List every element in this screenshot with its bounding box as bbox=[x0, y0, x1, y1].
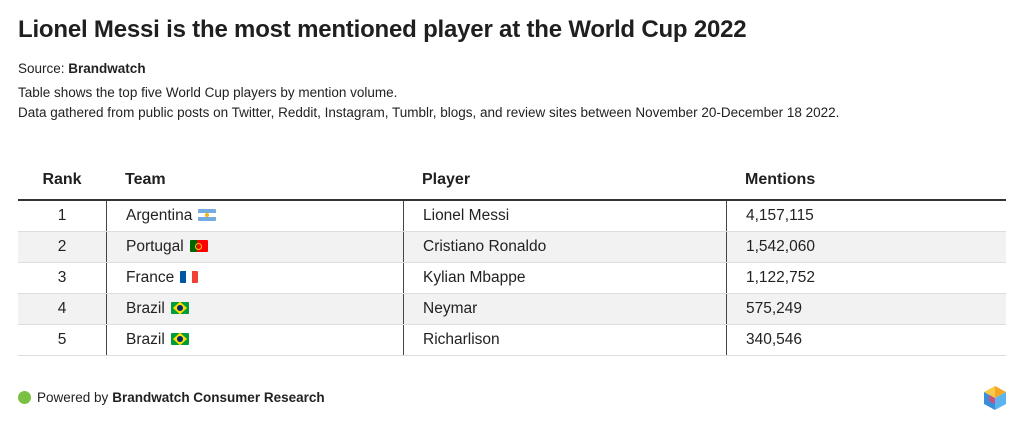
player-cell: Cristiano Ronaldo bbox=[403, 231, 727, 263]
column-header-mentions-label: Mentions bbox=[745, 171, 816, 188]
rank-cell: 1 bbox=[18, 200, 107, 232]
player-name: Kylian Mbappe bbox=[423, 269, 526, 286]
column-header-rank-label: Rank bbox=[42, 171, 82, 188]
description-line-1: Table shows the top five World Cup playe… bbox=[18, 85, 398, 100]
table-body: 1 Argentina Lionel Messi 4,157,115 2 Portugal… bbox=[18, 200, 1006, 356]
mentions-value: 1,542,060 bbox=[746, 238, 815, 255]
player-cell: Lionel Messi bbox=[403, 200, 727, 232]
column-header-rank: Rank bbox=[18, 161, 107, 201]
column-header-mentions: Mentions bbox=[726, 161, 1006, 201]
column-header-player: Player bbox=[403, 161, 727, 201]
team-name: Argentina bbox=[126, 207, 193, 224]
team-cell: France bbox=[106, 262, 404, 294]
table-row: 4 Brazil Neymar 575,249 bbox=[18, 293, 1006, 325]
rank-value: 1 bbox=[57, 207, 67, 224]
team-name: France bbox=[126, 269, 175, 286]
rank-cell: 5 bbox=[18, 324, 107, 356]
player-name: Neymar bbox=[423, 300, 478, 317]
footer-prefix: Powered by bbox=[37, 390, 109, 405]
player-name: Lionel Messi bbox=[423, 207, 510, 224]
mentions-cell: 4,157,115 bbox=[726, 200, 1006, 232]
france-flag-icon bbox=[180, 271, 199, 283]
mentions-value: 4,157,115 bbox=[746, 207, 814, 224]
team-name: Brazil bbox=[126, 331, 165, 348]
rank-value: 4 bbox=[57, 300, 67, 317]
column-header-team: Team bbox=[106, 161, 404, 201]
rank-value: 3 bbox=[57, 269, 67, 286]
team-cell: Argentina bbox=[106, 200, 404, 232]
table-row: 3 France Kylian Mbappe 1,122,752 bbox=[18, 262, 1006, 294]
team-cell: Brazil bbox=[106, 324, 404, 356]
rank-value: 2 bbox=[57, 238, 67, 255]
mentions-value: 340,546 bbox=[746, 331, 803, 348]
column-header-player-label: Player bbox=[422, 171, 471, 188]
team-name: Portugal bbox=[126, 238, 184, 255]
rank-cell: 3 bbox=[18, 262, 107, 294]
brandwatch-logo-icon bbox=[984, 386, 1006, 410]
mentions-cell: 1,122,752 bbox=[726, 262, 1006, 294]
brazil-flag-icon bbox=[170, 302, 189, 314]
brand-dot-icon bbox=[18, 391, 31, 404]
team-cell: Portugal bbox=[106, 231, 404, 263]
portugal-flag-icon bbox=[189, 240, 208, 252]
source-label: Source: bbox=[18, 61, 65, 76]
player-name: Richarlison bbox=[423, 331, 500, 348]
mentions-cell: 575,249 bbox=[726, 293, 1006, 325]
footer: Powered by Brandwatch Consumer Research bbox=[18, 390, 325, 405]
rank-cell: 4 bbox=[18, 293, 107, 325]
mentions-value: 1,122,752 bbox=[746, 269, 815, 286]
mentions-cell: 340,546 bbox=[726, 324, 1006, 356]
mentions-value: 575,249 bbox=[746, 300, 803, 317]
player-cell: Richarlison bbox=[403, 324, 727, 356]
table-row: 5 Brazil Richarlison 340,546 bbox=[18, 324, 1006, 356]
source-line: Source: Brandwatch bbox=[18, 61, 146, 76]
player-cell: Kylian Mbappe bbox=[403, 262, 727, 294]
description-line-2: Data gathered from public posts on Twitt… bbox=[18, 105, 840, 120]
source-name: Brandwatch bbox=[68, 61, 146, 76]
table-row: 1 Argentina Lionel Messi 4,157,115 bbox=[18, 200, 1006, 232]
mentions-cell: 1,542,060 bbox=[726, 231, 1006, 263]
player-name: Cristiano Ronaldo bbox=[423, 238, 547, 255]
player-cell: Neymar bbox=[403, 293, 727, 325]
table-header-row: Rank Team Player Mentions bbox=[18, 161, 1006, 201]
footer-brand: Brandwatch Consumer Research bbox=[112, 390, 325, 405]
brazil-flag-icon bbox=[170, 333, 189, 345]
page-title: Lionel Messi is the most mentioned playe… bbox=[18, 16, 747, 43]
team-cell: Brazil bbox=[106, 293, 404, 325]
team-name: Brazil bbox=[126, 300, 165, 317]
mentions-table: Rank Team Player Mentions 1 Argentina Lion… bbox=[18, 161, 1006, 356]
description: Table shows the top five World Cup playe… bbox=[18, 83, 839, 123]
column-header-team-label: Team bbox=[125, 171, 166, 188]
rank-cell: 2 bbox=[18, 231, 107, 263]
rank-value: 5 bbox=[57, 331, 67, 348]
argentina-flag-icon bbox=[198, 209, 217, 221]
table-row: 2 Portugal Cristiano Ronaldo 1,542,060 bbox=[18, 231, 1006, 263]
